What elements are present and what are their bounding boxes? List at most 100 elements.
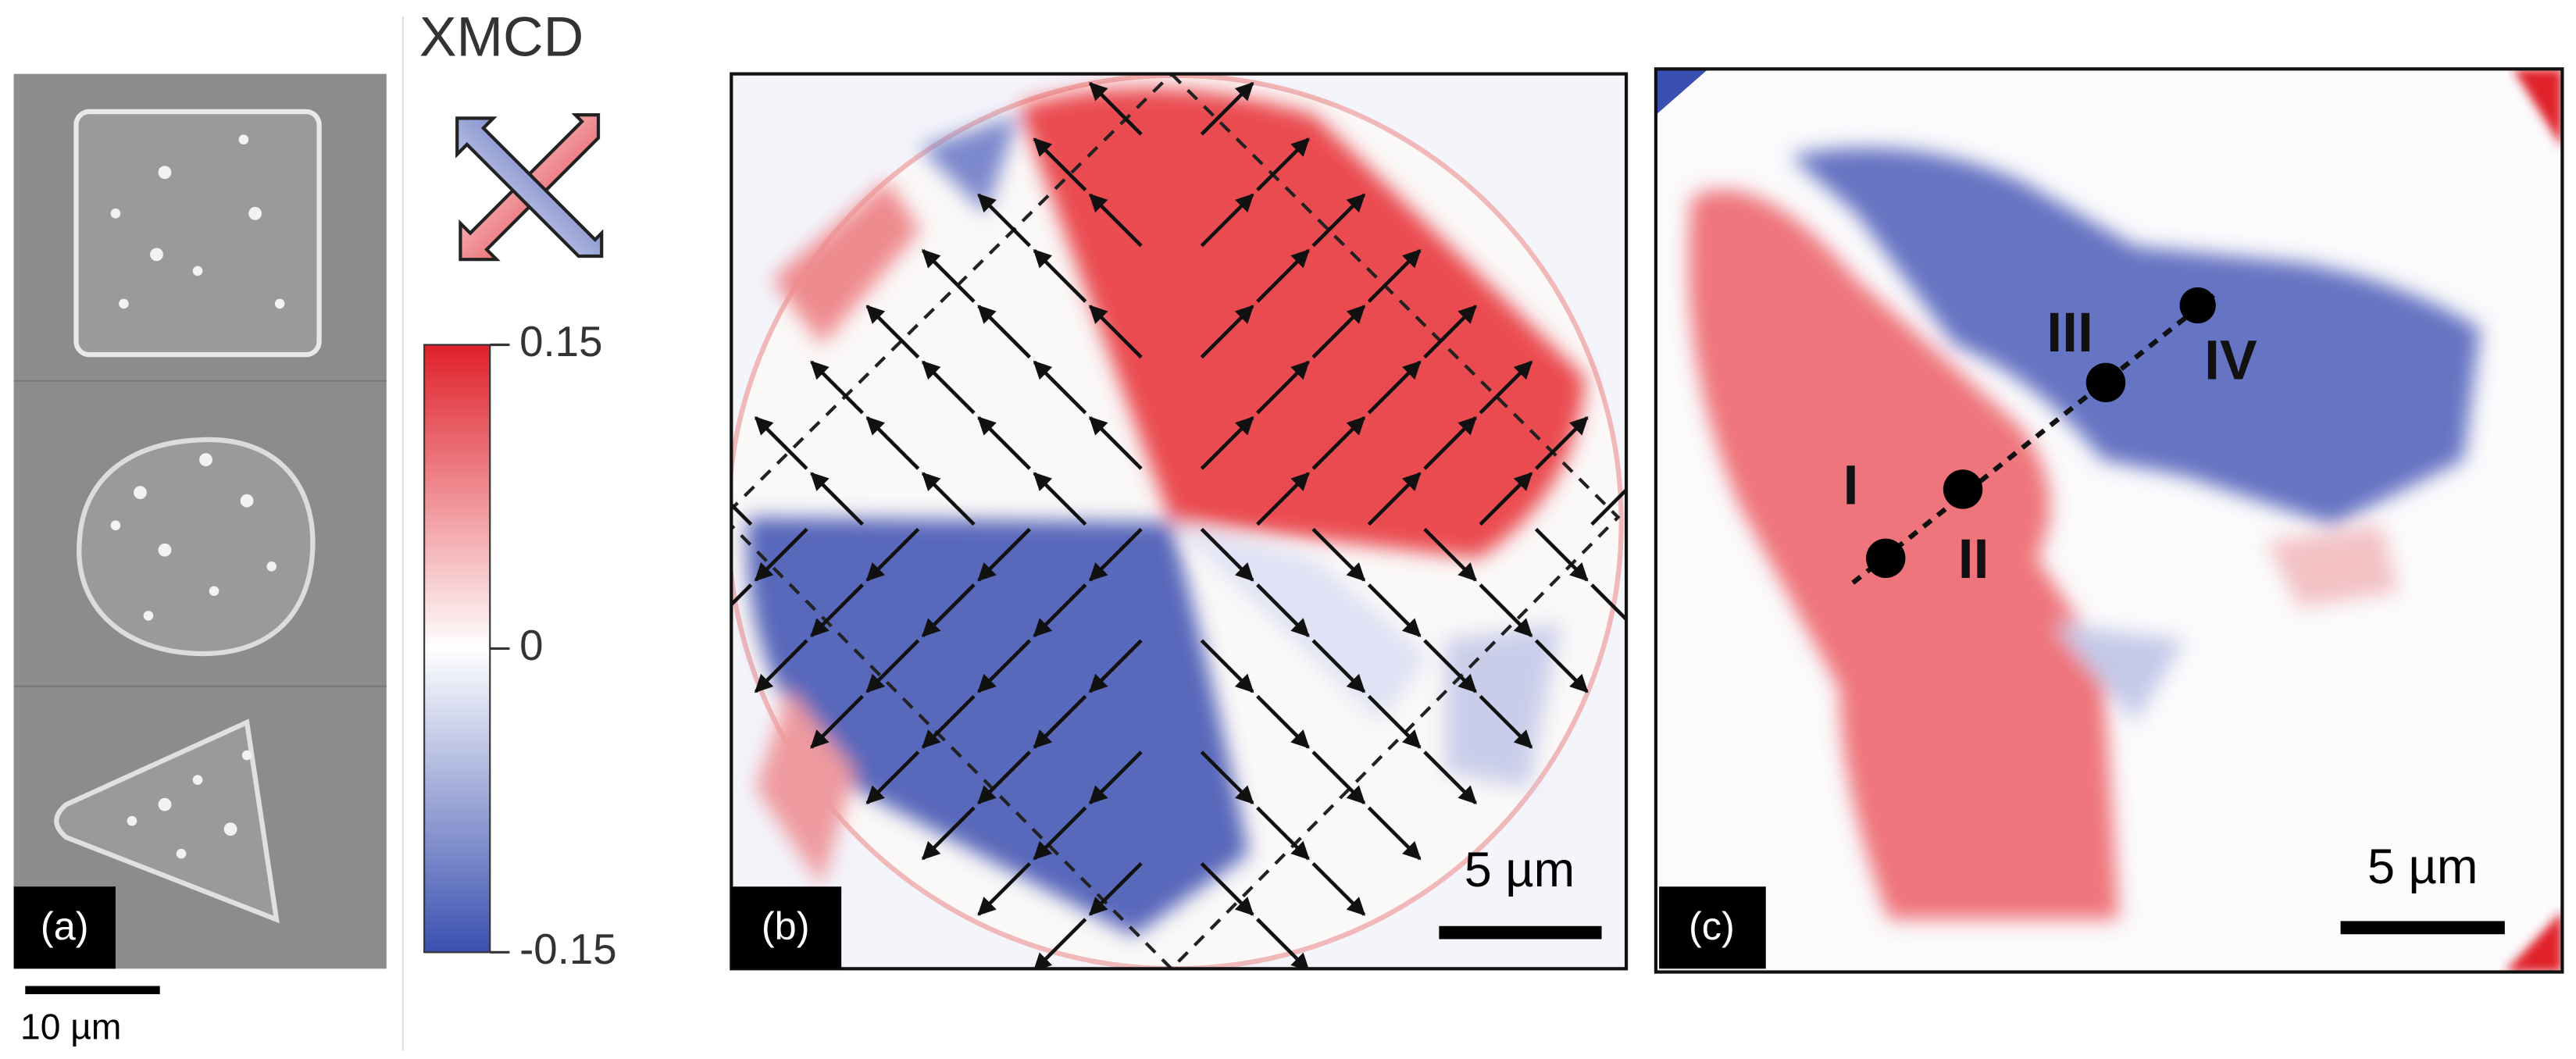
magnetization-arrow bbox=[1534, 639, 1589, 694]
magnetization-arrow bbox=[810, 583, 864, 637]
magnetization-arrow bbox=[1534, 416, 1589, 470]
magnetization-arrow bbox=[1200, 416, 1254, 470]
scale-bar-label: 10 µm bbox=[20, 1006, 121, 1047]
magnetization-arrow bbox=[1256, 918, 1310, 969]
scale-bar-label: 5 µm bbox=[1465, 843, 1575, 897]
magnetization-arrow bbox=[1311, 639, 1366, 694]
magnetization-arrow bbox=[865, 416, 920, 470]
magnetization-arrow bbox=[921, 360, 976, 415]
colorbar-title: XMCD bbox=[419, 5, 583, 68]
magnetization-arrow bbox=[1256, 694, 1310, 749]
panel-c: I II III IV (c) 5 µm bbox=[1654, 67, 2564, 974]
magnetization-arrow bbox=[977, 193, 1032, 248]
magnetization-arrow bbox=[1367, 583, 1422, 637]
point-label: I bbox=[1843, 454, 1859, 516]
magnetization-arrow bbox=[921, 583, 976, 637]
point-label: IV bbox=[2204, 330, 2257, 392]
magnetization-arrow bbox=[1089, 81, 1143, 136]
magnetization-arrow bbox=[977, 416, 1032, 470]
magnetization-arrow bbox=[810, 360, 864, 415]
magnetization-arrow bbox=[810, 694, 864, 749]
magnetization-arrow bbox=[1311, 861, 1366, 916]
magnetization-arrow bbox=[1033, 694, 1087, 749]
magnetization-arrow bbox=[977, 751, 1032, 804]
magnetization-arrow bbox=[1256, 360, 1310, 415]
magnetization-arrow bbox=[1423, 305, 1477, 359]
magnetization-arrow bbox=[1256, 583, 1310, 637]
magnetization-arrow bbox=[1089, 527, 1143, 582]
colorbar-tick-label: 0.15 bbox=[519, 318, 602, 365]
magnetization-arrow bbox=[1256, 137, 1310, 192]
magnetization-arrow bbox=[1201, 975, 1252, 1025]
magnetization-arrow bbox=[754, 639, 808, 694]
label-box bbox=[731, 886, 842, 969]
magnetization-arrow bbox=[810, 472, 864, 526]
magnetization-arrow bbox=[1200, 527, 1254, 582]
point-label: II bbox=[1958, 528, 1989, 590]
magnetization-arrow bbox=[1311, 527, 1366, 582]
magnetization-arrow bbox=[731, 501, 753, 526]
magnetization-arrow bbox=[1256, 472, 1310, 526]
magnetization-arrow bbox=[921, 472, 976, 526]
magnetization-arrow bbox=[754, 416, 808, 470]
magnetization-arrow bbox=[977, 305, 1032, 359]
colorbar: XMCD 0.15 0 -0.15 bbox=[419, 5, 617, 972]
magnetization-arrow bbox=[865, 751, 920, 804]
magnetization-arrow bbox=[1256, 806, 1310, 861]
label-box bbox=[1659, 886, 1766, 969]
magnetization-arrow bbox=[1089, 305, 1143, 359]
magnetization-arrow bbox=[644, 529, 695, 579]
magnetization-arrow bbox=[1089, 639, 1143, 694]
magnetization-icon bbox=[455, 113, 604, 262]
magnetization-arrow bbox=[1089, 751, 1143, 804]
magnetization-arrow bbox=[1367, 360, 1422, 415]
magnetization-arrow bbox=[1200, 751, 1254, 804]
magnetization-arrow bbox=[977, 639, 1032, 694]
magnetization-arrow bbox=[1479, 360, 1533, 415]
magnetization-arrow bbox=[865, 305, 920, 359]
magnetization-arrow bbox=[865, 527, 920, 582]
magnetization-arrow bbox=[731, 583, 753, 608]
magnetization-arrow bbox=[1311, 416, 1366, 470]
magnetization-arrow bbox=[1089, 416, 1143, 470]
magnetization-arrow bbox=[1367, 472, 1422, 526]
magnetization-arrow bbox=[1089, 193, 1143, 248]
magnetization-arrow bbox=[1089, 861, 1143, 916]
magnetization-arrow bbox=[1479, 472, 1533, 526]
panel-label: (c) bbox=[1689, 904, 1735, 948]
scale-bar-label: 5 µm bbox=[2367, 840, 2478, 894]
particles bbox=[110, 134, 285, 859]
magnetization-arrow bbox=[1256, 249, 1310, 303]
magnetization-arrow bbox=[1200, 81, 1254, 136]
magnetization-arrow bbox=[1534, 527, 1589, 582]
magnetization-arrow bbox=[1200, 861, 1254, 916]
magnetization-arrow bbox=[1033, 806, 1087, 861]
magnetization-arrow bbox=[1311, 751, 1366, 804]
square-disk bbox=[73, 109, 322, 358]
magnetization-arrow bbox=[921, 806, 976, 861]
magnetization-arrow bbox=[1200, 193, 1254, 248]
magnetization-arrow bbox=[1367, 806, 1422, 861]
panel-a: (a) 10 µm bbox=[13, 73, 387, 1047]
magnetization-arrow bbox=[1033, 249, 1087, 303]
magnetization-arrow bbox=[1033, 137, 1087, 192]
magnetization-arrow bbox=[921, 694, 976, 749]
magnetization-arrow bbox=[1200, 639, 1254, 694]
magnetization-arrow bbox=[865, 639, 920, 694]
colorbar-tick-label: -0.15 bbox=[519, 925, 617, 973]
magnetization-arrow bbox=[1033, 918, 1087, 969]
magnetization-arrow bbox=[1423, 639, 1477, 694]
colorbar-gradient bbox=[423, 344, 491, 954]
magnetization-arrow bbox=[977, 861, 1032, 916]
label-box bbox=[13, 886, 116, 969]
magnetization-arrow bbox=[1423, 527, 1477, 582]
magnetization-arrow bbox=[1367, 249, 1422, 303]
magnetization-arrow bbox=[921, 249, 976, 303]
magnetization-arrow bbox=[1479, 694, 1533, 749]
magnetization-arrow bbox=[754, 527, 808, 582]
magnetization-arrow bbox=[977, 527, 1032, 582]
colorbar-tick-label: 0 bbox=[519, 622, 543, 669]
magnetization-arrow bbox=[1200, 305, 1254, 359]
magnetization-arrow bbox=[1479, 583, 1533, 637]
